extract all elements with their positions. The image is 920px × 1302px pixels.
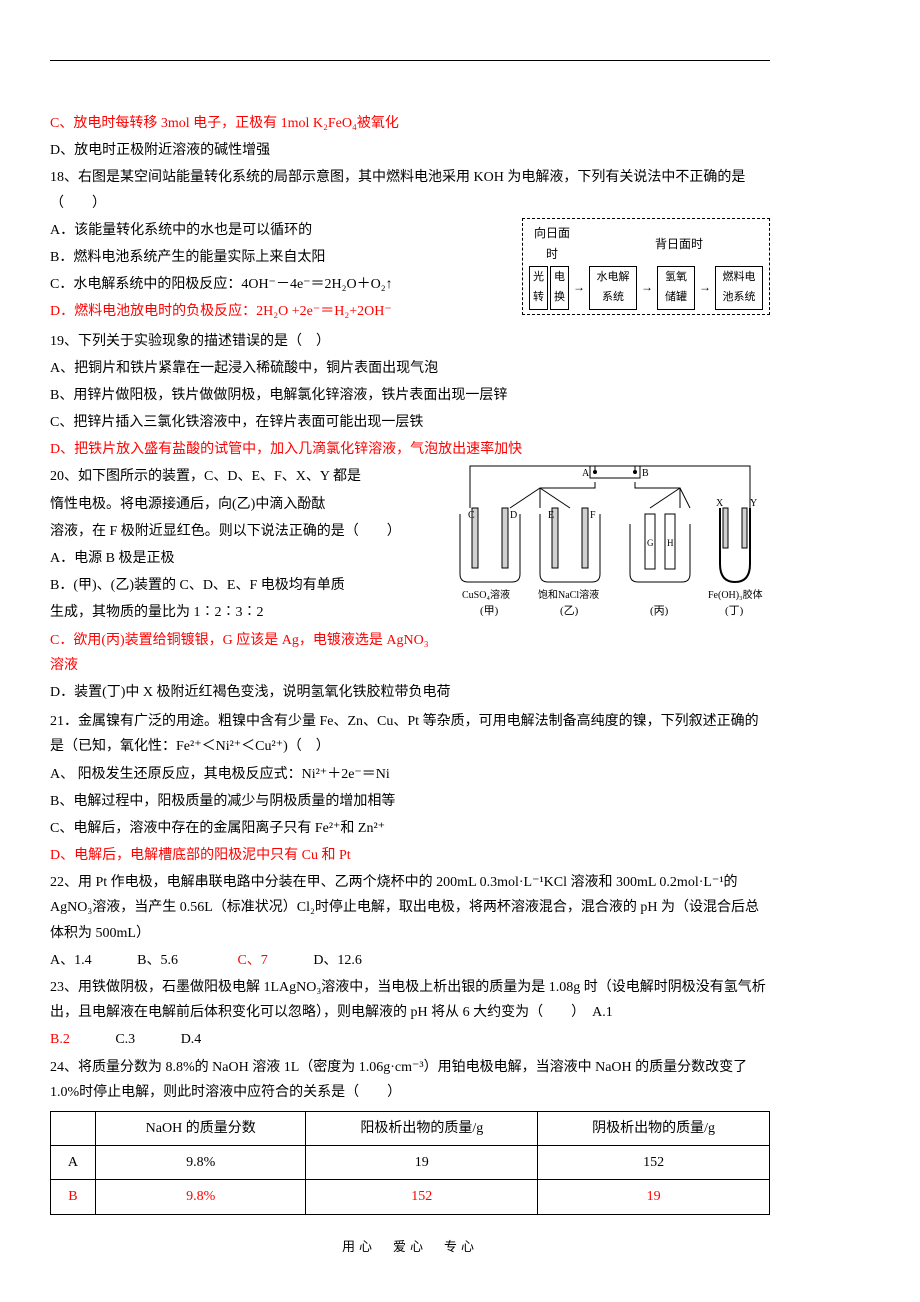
q22-stem: 22、用 Pt 作电极，电解串联电路中分装在甲、乙两个烧杯中的 200mL 0.… [50, 870, 770, 946]
q22-option-d: D、12.6 [313, 953, 362, 968]
table-row: B 9.8% 152 19 [51, 1180, 770, 1214]
table-cell: 152 [538, 1146, 770, 1180]
svg-text:B: B [642, 468, 649, 479]
svg-text:E: E [548, 510, 554, 521]
arrow-icon: → [697, 277, 713, 299]
q21-option-a: A、 阳极发生还原反应，其电极反应式：Ni²⁺＋2e⁻＝Ni [50, 762, 770, 787]
q22-options: A、1.4 B、5.6 C、7 D、12.6 [50, 948, 770, 973]
q21-option-d: D、电解后，电解槽底部的阳极泥中只有 Cu 和 Pt [50, 843, 770, 868]
svg-text:F: F [590, 510, 596, 521]
q20-option-c: C．欲用(丙)装置给铜镀银，G 应该是 Ag，电镀液选是 AgNO₃溶液 [50, 628, 770, 678]
q18-diagram: 向日面时 背日面时 光转 电换 → 水电解系统 → 氢氧储罐 → 燃料电池系统 [522, 218, 770, 315]
q19-option-c: C、把锌片插入三氯化铁溶液中，在锌片表面可能出现一层铁 [50, 410, 770, 435]
q24-table: NaOH 的质量分数 阳极析出物的质量/g 阴极析出物的质量/g A 9.8% … [50, 1111, 770, 1215]
table-cell: 152 [306, 1180, 538, 1214]
table-header: 阴极析出物的质量/g [538, 1111, 770, 1145]
svg-text:Y: Y [750, 498, 757, 509]
q23-option-c: C.3 [115, 1032, 135, 1047]
q20-diagram: A B C D E F G H X Y CuSO₄溶液 饱和N [450, 464, 770, 633]
table-cell: 9.8% [95, 1146, 305, 1180]
q23-option-b: B.2 [50, 1032, 70, 1047]
q22-option-a: A、1.4 [50, 953, 92, 968]
q23-options: B.2 C.3 D.4 [50, 1027, 770, 1052]
svg-text:A: A [582, 468, 590, 479]
diag-box-5: 燃料电池系统 [715, 266, 763, 310]
diag-label-left: 向日面时 [529, 223, 575, 266]
q22-option-b: B、5.6 [137, 953, 178, 968]
q17-option-c: C、放电时每转移 3mol 电子，正极有 1mol K₂FeO₄被氧化 [50, 111, 770, 136]
q19-stem: 19、下列关于实验现象的描述错误的是（ ） [50, 329, 770, 354]
svg-text:D: D [510, 510, 517, 521]
page-footer: 用心 爱心 专心 [50, 1235, 770, 1258]
table-cell: 19 [538, 1180, 770, 1214]
svg-text:饱和NaCl溶液: 饱和NaCl溶液 [538, 588, 599, 601]
svg-text:G: G [647, 538, 654, 548]
table-header: NaOH 的质量分数 [95, 1111, 305, 1145]
table-cell: A [51, 1146, 96, 1180]
svg-text:C: C [468, 510, 475, 521]
page-top-rule [50, 60, 770, 61]
arrow-icon: → [571, 277, 587, 299]
diag-box-3: 水电解系统 [589, 266, 637, 310]
table-header [51, 1111, 96, 1145]
q20-option-d: D．装置(丁)中 X 极附近红褐色变浅，说明氢氧化铁胶粒带负电荷 [50, 680, 770, 705]
q17-option-d: D、放电时正极附近溶液的碱性增强 [50, 138, 770, 163]
q24-stem: 24、将质量分数为 8.8%的 NaOH 溶液 1L（密度为 1.06g·cm⁻… [50, 1055, 770, 1105]
svg-text:Fe(OH)₃胶体: Fe(OH)₃胶体 [708, 588, 763, 601]
q21-option-b: B、电解过程中，阳极质量的减少与阴极质量的增加相等 [50, 789, 770, 814]
table-header: 阳极析出物的质量/g [306, 1111, 538, 1145]
svg-text:X: X [716, 498, 724, 509]
diag-box-4: 氢氧储罐 [657, 266, 695, 310]
table-cell: 19 [306, 1146, 538, 1180]
svg-text:(丁): (丁) [725, 605, 744, 617]
diag-box-1a: 光转 [529, 266, 548, 310]
table-cell: B [51, 1180, 96, 1214]
q23-stem: 23、用铁做阴极，石墨做阳极电解 1LAgNO₃溶液中，当电极上析出银的质量为是… [50, 975, 770, 1025]
diag-label-right: 背日面时 [649, 234, 709, 256]
q18-stem: 18、右图是某空间站能量转化系统的局部示意图，其中燃料电池采用 KOH 为电解液… [50, 165, 770, 215]
q19-option-b: B、用锌片做阳极，铁片做做阴极，电解氯化锌溶液，铁片表面出现一层锌 [50, 383, 770, 408]
arrow-icon: → [639, 277, 655, 299]
svg-text:CuSO₄溶液: CuSO₄溶液 [462, 588, 510, 601]
table-header-row: NaOH 的质量分数 阳极析出物的质量/g 阴极析出物的质量/g [51, 1111, 770, 1145]
svg-text:(甲): (甲) [480, 605, 499, 617]
q23-option-d: D.4 [181, 1032, 202, 1047]
table-cell: 9.8% [95, 1180, 305, 1214]
q19-option-a: A、把铜片和铁片紧靠在一起浸入稀硫酸中，铜片表面出现气泡 [50, 356, 770, 381]
q21-stem: 21．金属镍有广泛的用途。粗镍中含有少量 Fe、Zn、Cu、Pt 等杂质，可用电… [50, 709, 770, 759]
q19-option-d: D、把铁片放入盛有盐酸的试管中，加入几滴氯化锌溶液，气泡放出速率加快 [50, 437, 770, 462]
svg-text:(乙): (乙) [560, 604, 579, 617]
diag-box-1b: 电换 [550, 266, 569, 310]
table-row: A 9.8% 19 152 [51, 1146, 770, 1180]
q21-option-c: C、电解后，溶液中存在的金属阳离子只有 Fe²⁺和 Zn²⁺ [50, 816, 770, 841]
svg-text:(丙): (丙) [650, 605, 669, 617]
svg-text:H: H [667, 538, 674, 548]
q22-option-c: C、7 [237, 953, 267, 968]
